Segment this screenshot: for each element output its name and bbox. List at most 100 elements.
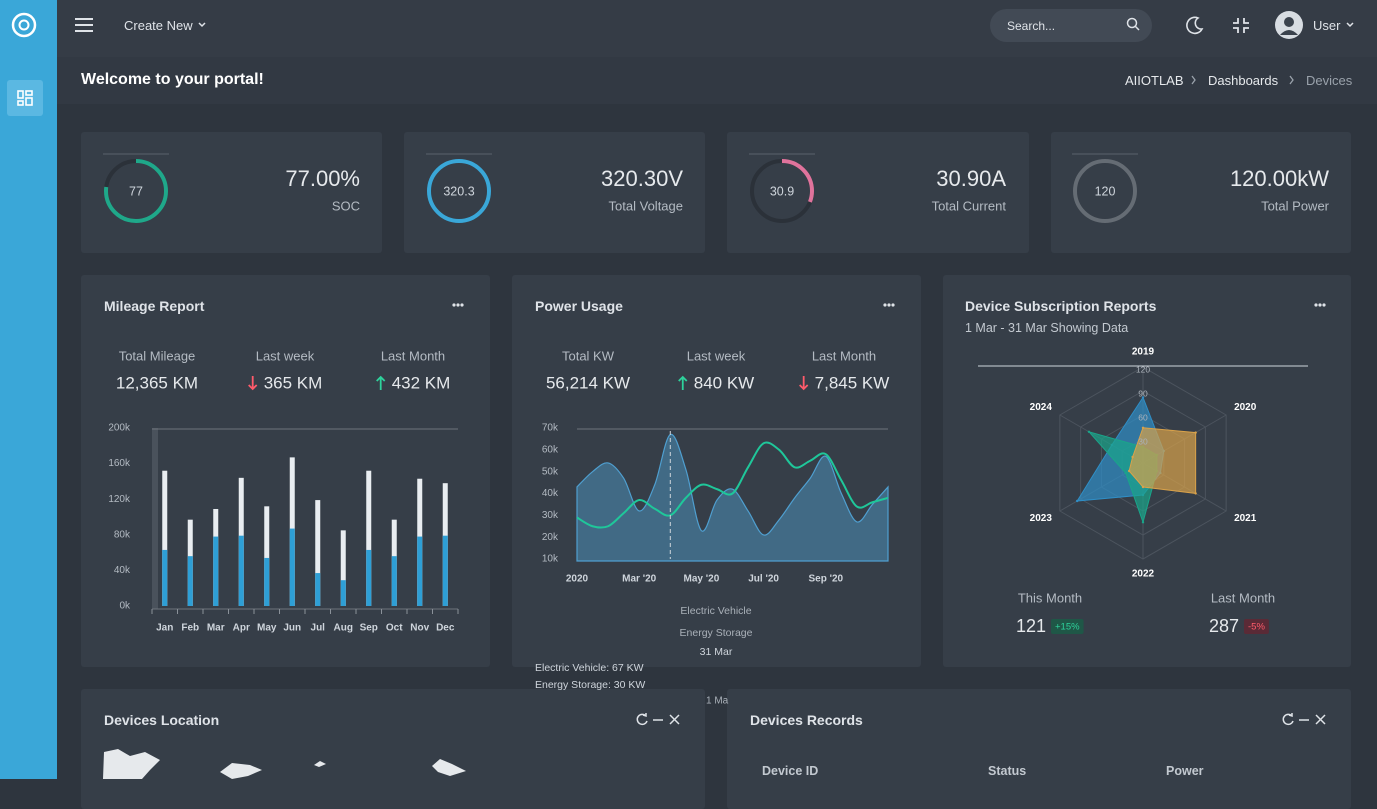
y-tick-label: 70k bbox=[542, 423, 559, 434]
y-tick-label: 30k bbox=[542, 510, 559, 521]
breadcrumb-separator bbox=[1289, 75, 1294, 85]
x-tick-label: Feb bbox=[181, 623, 199, 634]
x-tick-label: Jan bbox=[156, 623, 173, 634]
gauge-value: 320.3 bbox=[443, 184, 474, 198]
card-menu[interactable] bbox=[883, 303, 895, 307]
breadcrumb-item[interactable]: AIIOTLAB bbox=[1125, 73, 1184, 88]
y-tick-label: 80k bbox=[114, 529, 131, 540]
summary-value: 840 KW bbox=[694, 373, 754, 392]
summary-value: 432 KM bbox=[392, 373, 451, 392]
chevron bbox=[198, 22, 206, 28]
x-tick-label: Mar bbox=[207, 623, 225, 634]
gauge-arc bbox=[104, 159, 168, 223]
tooltip-line: Energy Storage: 30 KW bbox=[535, 679, 645, 691]
summary-label: Last week bbox=[687, 348, 746, 363]
gauge-arc bbox=[750, 159, 814, 223]
radar-category: 2022 bbox=[1132, 569, 1155, 580]
y-tick-label: 20k bbox=[542, 532, 559, 543]
total-label: This Month bbox=[1018, 590, 1082, 605]
dashboard-icon bbox=[17, 90, 33, 106]
change-label: -5% bbox=[1248, 622, 1265, 633]
radar-category: 2020 bbox=[1234, 402, 1257, 413]
stat-label: Total Voltage bbox=[609, 198, 683, 213]
y-tick-label: 0k bbox=[119, 601, 131, 612]
radar-point bbox=[1141, 396, 1145, 399]
card-title: Device Subscription Reports bbox=[965, 298, 1157, 314]
logo[interactable] bbox=[11, 12, 37, 38]
total-value: 121 bbox=[1016, 616, 1046, 636]
summary-label: Total KW bbox=[562, 348, 615, 363]
user-menu[interactable]: User bbox=[1313, 18, 1341, 33]
radar-tick-label: 120 bbox=[1136, 364, 1150, 374]
x-tick-label: Aug bbox=[334, 623, 353, 634]
radar-point bbox=[1131, 455, 1134, 459]
summary-label: Last Month bbox=[812, 348, 876, 363]
world-map bbox=[103, 749, 466, 779]
gauge-arc bbox=[427, 159, 491, 223]
trend-arrow bbox=[248, 376, 258, 391]
bar bbox=[366, 549, 372, 606]
card-tools[interactable] bbox=[636, 713, 680, 726]
stat-card bbox=[727, 132, 1029, 253]
bar bbox=[315, 500, 321, 606]
radar-tick-label: 30 bbox=[1138, 436, 1148, 446]
x-tick-label: Jul bbox=[311, 623, 326, 634]
legend-entry: Energy Storage bbox=[680, 627, 753, 639]
gauge-value: 77 bbox=[129, 184, 143, 198]
x-tick-label: Sep bbox=[360, 623, 378, 634]
breadcrumb-separator bbox=[1191, 75, 1196, 85]
x-tick-label: May '20 bbox=[684, 574, 720, 585]
area bbox=[576, 433, 889, 562]
summary-value: 7,845 KW bbox=[815, 373, 890, 392]
tooltip-title: 31 Mar bbox=[700, 646, 733, 658]
change-badge bbox=[1244, 619, 1269, 634]
gauge-value: 120 bbox=[1095, 184, 1116, 198]
card-menu[interactable] bbox=[452, 303, 464, 307]
create-menu[interactable]: Create New bbox=[124, 18, 193, 33]
legend-entry: Electric Vehicle bbox=[680, 605, 751, 617]
change-badge bbox=[1051, 619, 1084, 634]
card-title: Mileage Report bbox=[104, 298, 205, 314]
dashboard-graphics: 77 77.00% SOC 320.3 320.30V Total Voltage 30.9… bbox=[7, 11, 1354, 779]
column-header: Device ID bbox=[762, 764, 819, 778]
nav-dashboard[interactable] bbox=[7, 80, 43, 116]
page-header bbox=[57, 57, 1377, 104]
card-title: Power Usage bbox=[535, 298, 623, 314]
bar bbox=[162, 549, 168, 606]
radar-tick-label: 60 bbox=[1138, 412, 1148, 422]
stat-value: 320.30V bbox=[601, 166, 683, 191]
x-tick-label: Oct bbox=[386, 623, 403, 634]
radar-category: 2023 bbox=[1030, 513, 1053, 524]
y-tick-label: 40k bbox=[542, 488, 559, 499]
breadcrumb-item[interactable]: Dashboards bbox=[1208, 73, 1279, 88]
bar bbox=[340, 580, 346, 606]
card-menu[interactable] bbox=[1314, 303, 1326, 307]
stat-card bbox=[1051, 132, 1351, 253]
bar bbox=[315, 573, 321, 606]
bar bbox=[442, 535, 448, 606]
trend-arrow bbox=[678, 375, 688, 390]
search-box[interactable] bbox=[990, 9, 1152, 42]
stat-value: 77.00% bbox=[285, 166, 360, 191]
card-tools[interactable] bbox=[1282, 713, 1326, 726]
stat-value: 30.90A bbox=[936, 166, 1006, 191]
trend-arrow bbox=[799, 376, 809, 391]
y-tick-label: 200k bbox=[108, 423, 131, 434]
avatar-body bbox=[1280, 30, 1298, 35]
search-icon[interactable] bbox=[1126, 17, 1140, 31]
radar-point bbox=[1141, 485, 1145, 489]
fullscreen-icon[interactable] bbox=[1233, 18, 1249, 33]
x-tick-label: Jul '20 bbox=[748, 574, 779, 585]
sidebar bbox=[0, 0, 57, 779]
search-placeholder: Search... bbox=[1007, 19, 1056, 33]
summary-value: 12,365 KM bbox=[116, 373, 198, 392]
x-tick-label: Sep '20 bbox=[808, 574, 843, 585]
bar bbox=[238, 535, 244, 606]
stat-label: SOC bbox=[332, 198, 360, 213]
menu-icon[interactable] bbox=[75, 18, 93, 32]
summary-label: Last Month bbox=[381, 348, 445, 363]
theme-icon[interactable] bbox=[1186, 16, 1204, 35]
breadcrumb-item: Devices bbox=[1306, 73, 1353, 88]
y-tick-label: 50k bbox=[542, 466, 559, 477]
radar-category: 2019 bbox=[1132, 347, 1155, 358]
